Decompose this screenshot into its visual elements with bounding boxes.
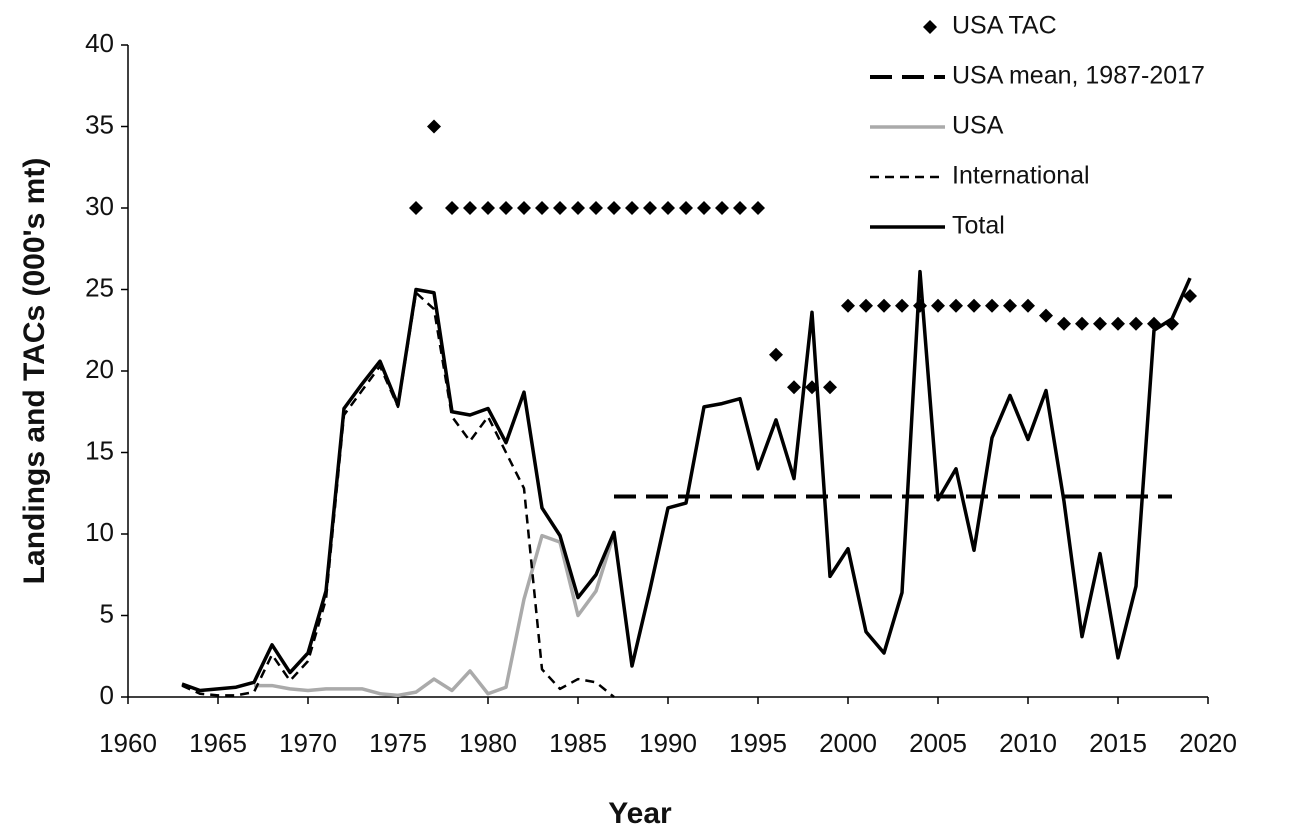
y-axis-label: Landings and TACs (000's mt) [18,158,51,585]
tac-marker [715,201,729,215]
x-tick-label: 1990 [639,728,697,758]
y-tick-label: 5 [100,598,114,628]
tac-marker [1075,316,1089,331]
x-tick-label: 1975 [369,728,427,758]
tac-marker [877,298,891,313]
tac-marker [499,201,513,215]
tac-marker [1111,316,1125,331]
x-tick-label: 2015 [1089,728,1147,758]
x-tick-label: 1995 [729,728,787,758]
tac-marker [535,201,549,215]
tac-marker [895,298,909,313]
tac-marker [1183,289,1197,304]
x-tick-label: 1985 [549,728,607,758]
series-line [181,269,1192,693]
tac-marker [445,201,459,215]
tac-marker [607,201,621,215]
y-tick-label: 20 [85,354,114,384]
legend-label: USA TAC [952,12,1057,40]
y-tick-label: 15 [85,435,114,465]
tac-marker [643,201,657,215]
y-tick-label: 40 [85,28,114,58]
legend-label: Total [952,212,1005,240]
tac-marker [481,201,495,215]
tac-marker [427,119,441,134]
tac-marker [931,298,945,313]
x-tick-label: 2010 [999,728,1057,758]
x-tick-label: 1980 [459,728,517,758]
tac-marker [1057,316,1071,331]
legend-label: International [952,162,1090,190]
tac-marker [625,201,639,215]
y-tick-label: 10 [85,517,114,547]
y-tick-label: 35 [85,109,114,139]
tac-marker [859,298,873,313]
tac-marker [1129,316,1143,331]
tac-marker [733,201,747,215]
x-tick-label: 1970 [279,728,337,758]
x-tick-label: 1960 [99,728,157,758]
x-axis-label: Year [608,797,672,830]
x-tick-label: 2005 [909,728,967,758]
tac-marker [985,298,999,313]
x-tick-label: 2020 [1179,728,1237,758]
tac-marker [1003,298,1017,313]
tac-marker [751,201,765,215]
tac-marker [463,201,477,215]
tac-marker [661,201,675,215]
tac-marker [949,298,963,313]
tac-marker [517,201,531,215]
tac-marker [967,298,981,313]
y-tick-label: 30 [85,191,114,221]
tac-marker [1039,308,1053,323]
legend-label: USA mean, 1987-2017 [952,62,1205,90]
tac-marker [553,201,567,215]
y-tick-label: 0 [100,680,114,710]
x-tick-label: 2000 [819,728,877,758]
tac-marker [679,201,693,215]
tac-marker [697,201,711,215]
tac-marker [787,380,801,395]
series-line [254,533,616,698]
tac-marker [1093,316,1107,331]
tac-marker [769,347,783,362]
series-line [181,291,615,698]
legend-marker [923,20,937,34]
x-tick-label: 1965 [189,728,247,758]
tac-marker [409,201,423,215]
tac-marker [571,201,585,215]
legend-label: USA [952,112,1004,140]
tac-marker [841,298,855,313]
tac-marker [823,380,837,395]
tac-marker [589,201,603,215]
tac-marker [1021,298,1035,313]
y-tick-label: 25 [85,272,114,302]
